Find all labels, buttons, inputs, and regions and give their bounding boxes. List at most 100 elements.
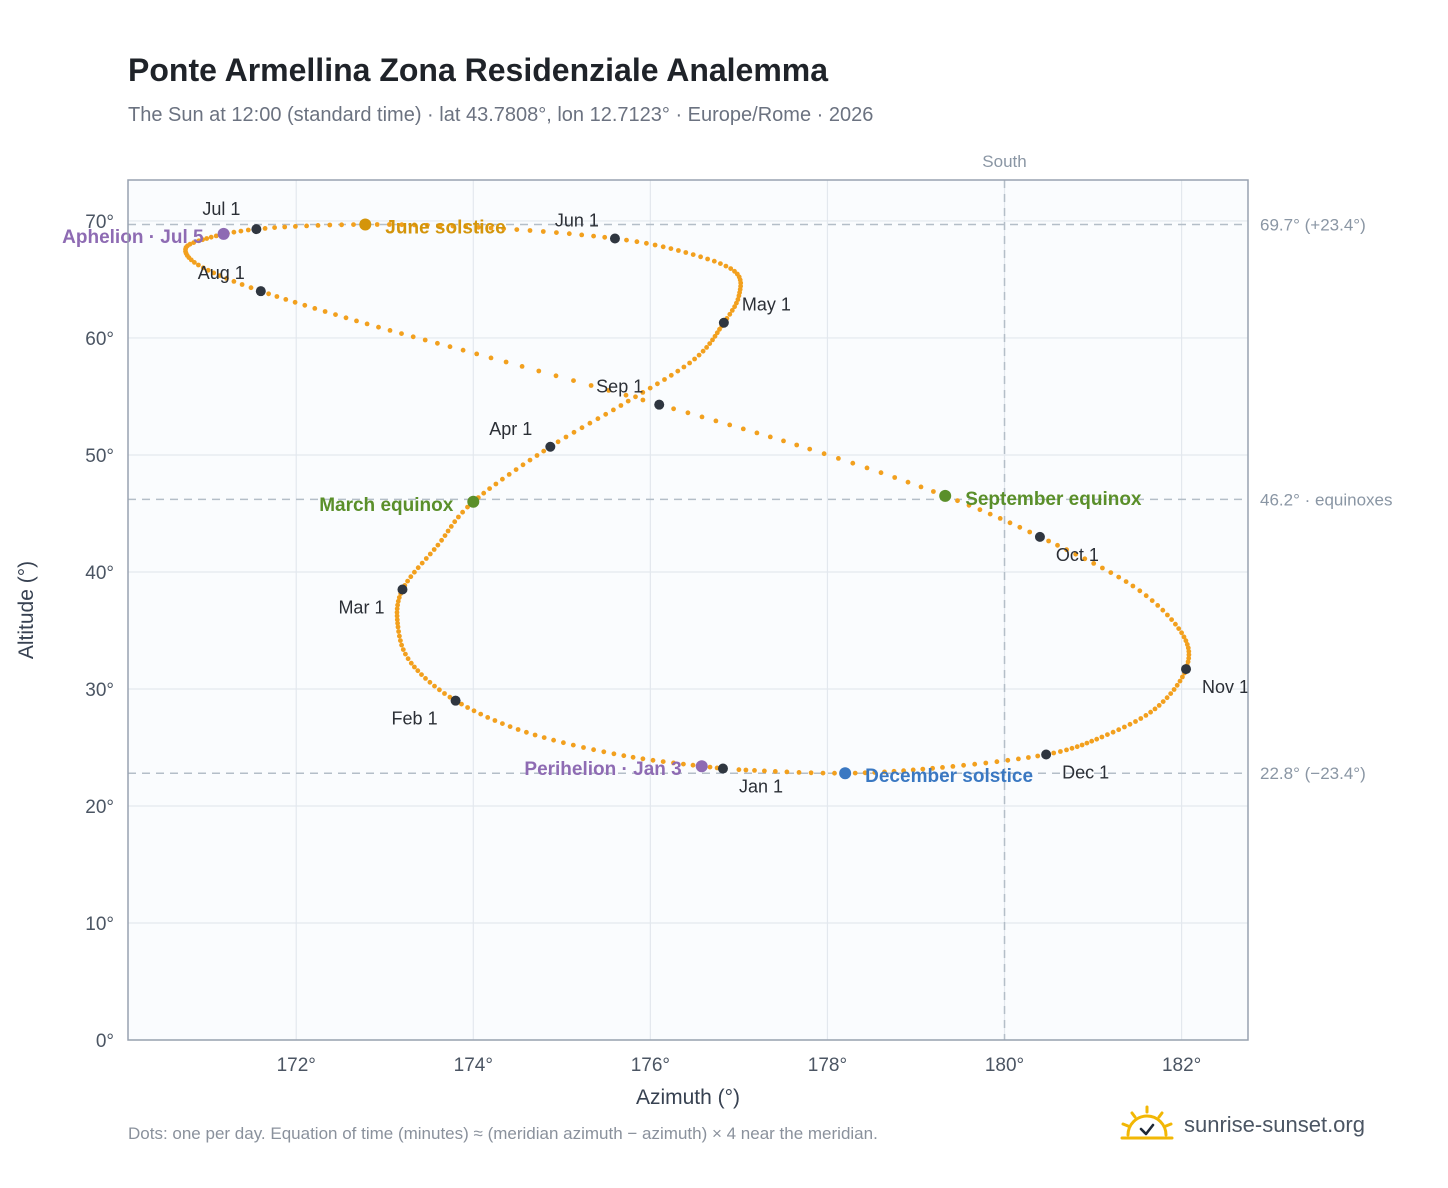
brand[interactable]: sunrise-sunset.org bbox=[1120, 1100, 1365, 1150]
daily-dot bbox=[1064, 747, 1069, 753]
daily-dot bbox=[950, 764, 956, 769]
daily-dot bbox=[1016, 756, 1021, 762]
daily-dot bbox=[1160, 699, 1166, 704]
event-marker bbox=[467, 495, 480, 508]
plot-border bbox=[127, 179, 1249, 1041]
daily-dot bbox=[487, 486, 492, 491]
daily-dot bbox=[415, 668, 421, 674]
daily-dot bbox=[437, 223, 443, 229]
daily-dot bbox=[471, 708, 477, 714]
daily-dot bbox=[1171, 687, 1177, 692]
month-markers: Jan 1 Feb 1 Mar 1 Apr 1 May 1 Jun 1 Jul 1 Aug 1… bbox=[198, 199, 1249, 796]
daily-dot bbox=[983, 760, 989, 766]
daily-dot bbox=[460, 509, 465, 515]
month-label: Jun 1 bbox=[555, 211, 599, 231]
daily-dot bbox=[395, 598, 401, 604]
daily-dot bbox=[732, 268, 737, 274]
daily-dot bbox=[940, 765, 945, 770]
daily-dot bbox=[513, 467, 519, 472]
daily-dot bbox=[931, 489, 936, 494]
daily-dot bbox=[445, 528, 451, 534]
daily-dot bbox=[901, 768, 906, 774]
daily-dot bbox=[534, 453, 540, 458]
daily-dot bbox=[966, 502, 972, 508]
daily-dot bbox=[532, 732, 538, 738]
daily-dot bbox=[245, 227, 251, 233]
daily-dot bbox=[1165, 612, 1170, 618]
sun-logo-icon bbox=[1120, 1105, 1174, 1140]
daily-dot bbox=[700, 348, 706, 354]
daily-dot bbox=[374, 222, 380, 227]
daily-dot bbox=[262, 226, 268, 231]
daily-dot bbox=[905, 479, 911, 485]
daily-dot bbox=[707, 341, 713, 346]
daily-dot bbox=[459, 701, 464, 707]
daily-dot bbox=[1082, 556, 1088, 562]
daily-dot bbox=[211, 270, 217, 276]
daily-dot bbox=[955, 498, 960, 504]
daily-dot bbox=[581, 745, 586, 750]
x-tick-label: 182° bbox=[1162, 1055, 1201, 1076]
daily-dot bbox=[387, 222, 392, 227]
daily-dot bbox=[625, 398, 631, 404]
daily-dot bbox=[1089, 738, 1095, 744]
daily-dot bbox=[836, 456, 841, 461]
analemma-curve bbox=[183, 222, 1192, 776]
daily-dot bbox=[1122, 724, 1127, 730]
y-tick-label: 30° bbox=[85, 680, 114, 701]
month-marker bbox=[1181, 664, 1192, 675]
daily-dot bbox=[1074, 744, 1080, 750]
daily-dot bbox=[1108, 570, 1114, 575]
daily-dot bbox=[435, 340, 440, 346]
daily-dot bbox=[794, 442, 800, 448]
daily-dot bbox=[1174, 682, 1180, 688]
daily-dot bbox=[696, 352, 702, 358]
daily-dot bbox=[1181, 634, 1187, 640]
daily-dot bbox=[852, 770, 858, 776]
daily-dot bbox=[514, 227, 520, 233]
month-marker bbox=[397, 584, 408, 595]
daily-dot bbox=[961, 762, 966, 768]
daily-dot bbox=[541, 735, 547, 740]
daily-dot bbox=[1176, 626, 1182, 631]
daily-dot bbox=[571, 429, 577, 435]
daily-dot bbox=[821, 451, 827, 457]
month-marker bbox=[1041, 749, 1052, 760]
y-axis-label: Altitude (°) bbox=[15, 561, 38, 659]
daily-dot bbox=[660, 759, 666, 764]
month-label: Jan 1 bbox=[739, 777, 783, 797]
daily-dot bbox=[439, 537, 444, 543]
daily-dot bbox=[882, 769, 887, 775]
daily-dot bbox=[1058, 749, 1063, 754]
daily-dot bbox=[570, 742, 576, 748]
daily-dot bbox=[204, 236, 210, 241]
month-label: Sep 1 bbox=[596, 377, 643, 397]
daily-dot bbox=[1100, 565, 1105, 571]
daily-dot bbox=[354, 318, 359, 324]
daily-dot bbox=[1064, 547, 1069, 553]
daily-dot bbox=[503, 359, 509, 365]
daily-dot bbox=[606, 388, 612, 393]
daily-dot bbox=[732, 304, 737, 310]
daily-dot bbox=[1143, 713, 1149, 718]
event-label: June solstice bbox=[385, 217, 505, 238]
month-label: Feb 1 bbox=[392, 709, 438, 729]
daily-dot bbox=[427, 551, 433, 557]
y-tick-label: 10° bbox=[85, 914, 114, 935]
daily-dot bbox=[796, 770, 802, 775]
daily-dot bbox=[231, 229, 237, 235]
x-tick-label: 174° bbox=[454, 1055, 493, 1076]
x-tick-label: 172° bbox=[277, 1055, 316, 1076]
daily-dot bbox=[650, 757, 656, 763]
daily-dot bbox=[412, 222, 417, 228]
daily-dot bbox=[644, 240, 649, 246]
daily-dot bbox=[675, 368, 681, 374]
daily-dot bbox=[394, 606, 400, 612]
daily-dot bbox=[633, 394, 638, 400]
daily-dot bbox=[1035, 753, 1041, 759]
daily-dot bbox=[395, 624, 401, 630]
brand-name: sunrise-sunset.org bbox=[1184, 1112, 1365, 1137]
daily-dot bbox=[419, 672, 424, 677]
daily-dot bbox=[808, 770, 814, 776]
month-marker bbox=[718, 317, 729, 328]
